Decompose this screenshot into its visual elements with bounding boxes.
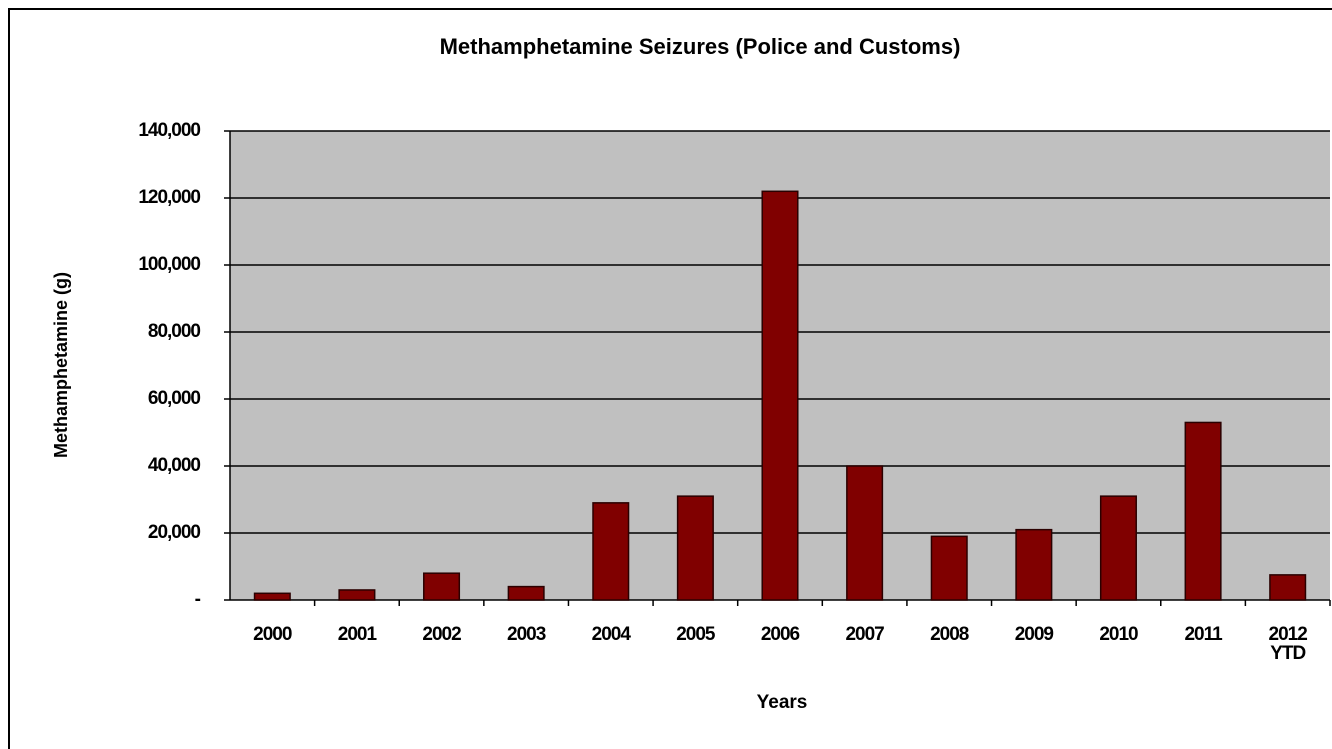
x-tick-label: 2001: [337, 624, 377, 645]
bar: [846, 465, 884, 601]
x-tick-label: 2000: [253, 624, 292, 645]
x-tick-label: 2010: [1099, 624, 1138, 645]
bar: [423, 572, 461, 601]
x-tick-label: 2006: [760, 624, 800, 645]
x-tick-label: 2002: [422, 624, 461, 645]
x-tick-label: 2008: [930, 624, 969, 645]
y-tick-label: 20,000: [148, 522, 201, 543]
frame: [8, 8, 1332, 749]
bar: [1184, 421, 1222, 601]
y-tick-label: 140,000: [138, 120, 200, 141]
bar: [676, 495, 714, 601]
y-axis-label: Methamphetamine (g): [51, 272, 71, 458]
bar: [592, 502, 630, 601]
bar: [1015, 528, 1053, 601]
x-tick-label: 2007: [845, 624, 884, 645]
y-tick-label: 100,000: [138, 254, 200, 275]
bar: [761, 190, 799, 601]
y-tick-label: -: [195, 589, 201, 610]
y-tick-label: 120,000: [138, 187, 200, 208]
bar: [338, 589, 376, 601]
bar: [253, 592, 291, 601]
y-tick-label: 60,000: [148, 388, 201, 409]
bar: [1269, 574, 1307, 601]
bar: [1099, 495, 1137, 601]
x-tick-label: 2003: [507, 624, 546, 645]
x-tick-label: 2012 YTD: [1268, 624, 1308, 664]
chart-title: Methamphetamine Seizures (Police and Cus…: [440, 34, 961, 59]
bar: [507, 585, 545, 601]
x-tick-label: 2011: [1184, 624, 1222, 645]
x-tick-label: 2005: [676, 624, 715, 645]
y-tick-label: 40,000: [148, 455, 201, 476]
bar: [930, 535, 968, 601]
x-axis-label: Years: [757, 692, 808, 713]
y-tick-label: 80,000: [148, 321, 201, 342]
x-tick-label: 2004: [591, 624, 631, 645]
x-tick-label: 2009: [1014, 624, 1054, 645]
